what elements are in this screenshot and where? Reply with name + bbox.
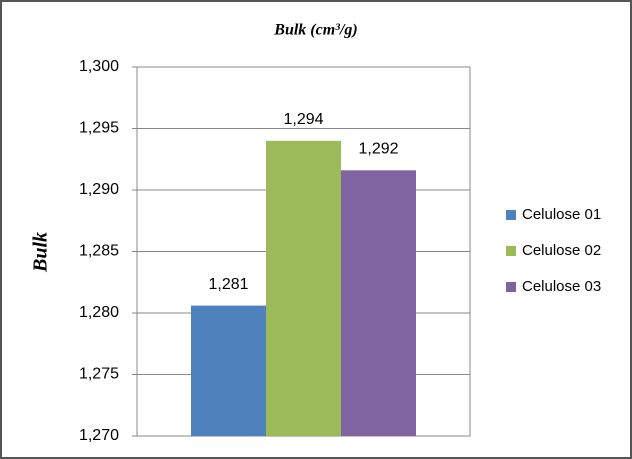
bar [191,305,266,436]
y-axis-label: Bulk [30,232,52,273]
y-tick-label: 1,290 [79,181,119,198]
legend-swatch [506,282,516,292]
y-tick-label: 1,270 [79,427,119,444]
bar [341,170,416,436]
legend-label: Celulose 02 [522,242,601,259]
y-tick-label: 1,280 [79,304,119,321]
y-tick-label: 1,285 [79,243,119,260]
bar [266,140,341,437]
data-label: 1,292 [358,141,398,158]
data-label: 1,281 [208,276,248,293]
legend-swatch [506,246,516,256]
chart-title: Bulk (cm³/g) [273,22,357,39]
legend-label: Celulose 01 [522,206,601,223]
y-tick-label: 1,295 [79,120,119,137]
y-tick-label: 1,300 [79,58,119,75]
legend-swatch [506,210,516,220]
y-tick-label: 1,275 [79,366,119,383]
legend-label: Celulose 03 [522,278,601,295]
data-label: 1,294 [283,111,323,128]
